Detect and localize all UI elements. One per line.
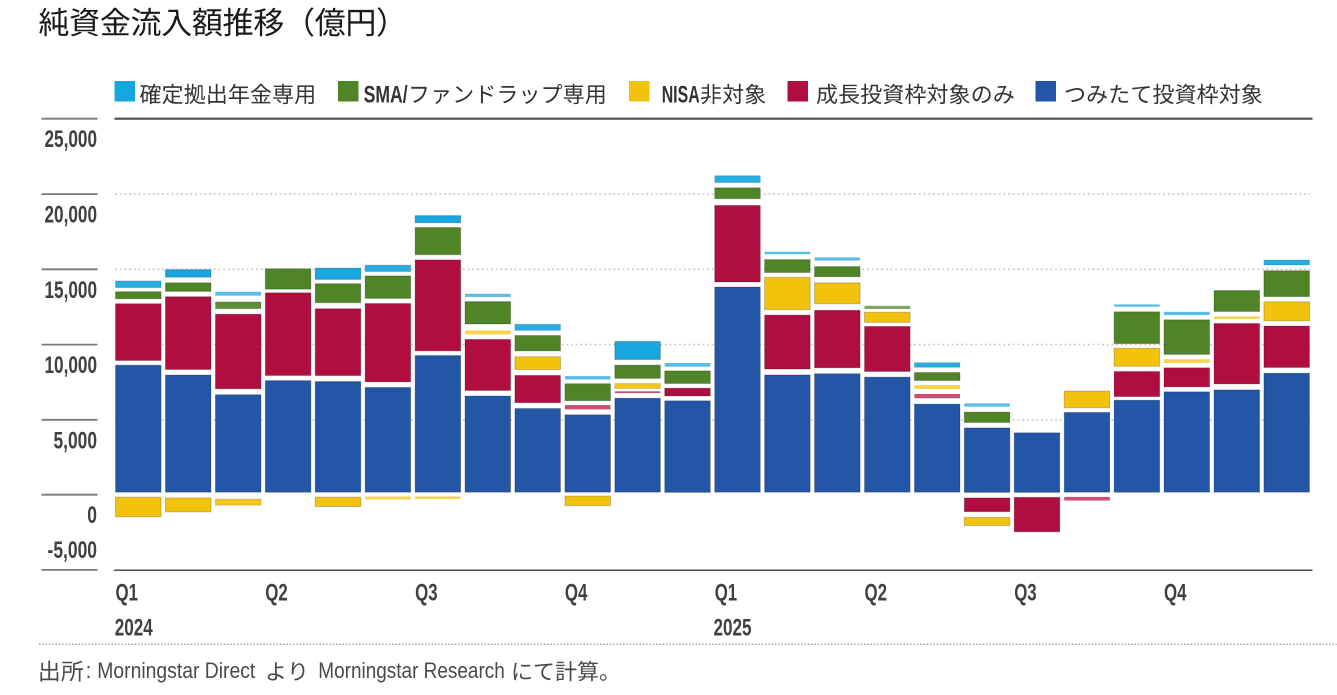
svg-text:-5,000: -5,000 xyxy=(48,537,98,564)
svg-text:Q1: Q1 xyxy=(116,580,139,607)
svg-text:10,000: 10,000 xyxy=(45,352,98,379)
svg-text:5,000: 5,000 xyxy=(54,427,98,454)
svg-text:15,000: 15,000 xyxy=(45,277,98,304)
svg-text:Morningstar Research: Morningstar Research xyxy=(318,658,505,683)
svg-text:Q4: Q4 xyxy=(1164,580,1187,607)
svg-text::: : xyxy=(86,658,92,683)
svg-text:NISA: NISA xyxy=(662,81,700,108)
svg-text:2024: 2024 xyxy=(115,615,153,642)
svg-text:Morningstar Direct: Morningstar Direct xyxy=(97,658,255,683)
svg-text:Q2: Q2 xyxy=(865,580,888,607)
svg-text:25,000: 25,000 xyxy=(45,126,98,153)
svg-text:0: 0 xyxy=(87,502,97,529)
svg-text:Q3: Q3 xyxy=(415,580,438,607)
svg-text:Q1: Q1 xyxy=(715,580,738,607)
svg-text:Q2: Q2 xyxy=(265,580,288,607)
svg-text:20,000: 20,000 xyxy=(45,202,98,229)
svg-text:SMA/: SMA/ xyxy=(364,81,408,108)
svg-text:2025: 2025 xyxy=(714,615,752,642)
svg-text:Q3: Q3 xyxy=(1014,580,1036,607)
svg-text:Q4: Q4 xyxy=(565,580,588,607)
